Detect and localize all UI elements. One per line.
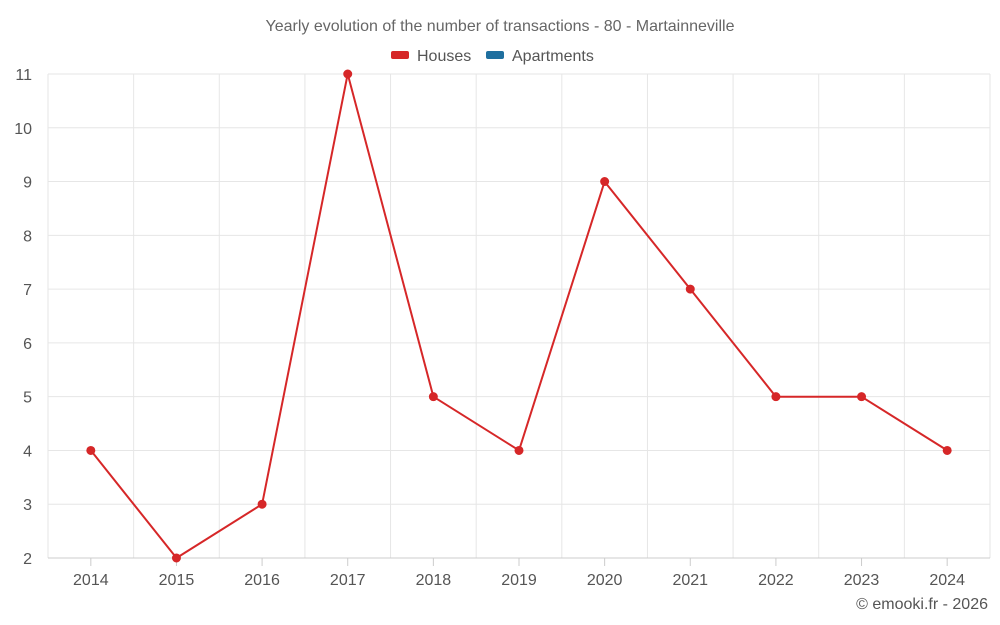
data-point-houses-2021[interactable] [685, 284, 695, 294]
data-point-houses-2015[interactable] [171, 553, 181, 563]
data-point-houses-2017[interactable] [343, 69, 353, 79]
legend: Houses Apartments [391, 48, 594, 65]
data-point-houses-2022[interactable] [771, 392, 781, 402]
y-tick-label: 8 [23, 228, 32, 245]
x-tick-label: 2023 [844, 572, 880, 589]
grid [47, 73, 991, 558]
y-tick-label: 3 [23, 497, 32, 514]
y-tick-label: 5 [23, 390, 32, 407]
data-point-houses-2024[interactable] [942, 445, 952, 455]
legend-item-houses[interactable]: Houses [391, 48, 471, 65]
legend-label-apartments: Apartments [512, 48, 594, 65]
x-tick-label: 2022 [758, 572, 794, 589]
y-tick-label: 11 [15, 67, 32, 84]
data-point-houses-2018[interactable] [428, 392, 438, 402]
series [86, 69, 952, 563]
legend-swatch-houses [391, 51, 409, 59]
x-tick-label: 2014 [73, 572, 109, 589]
x-tick-label: 2017 [330, 572, 366, 589]
x-tick-label: 2015 [159, 572, 195, 589]
x-tick-label: 2019 [501, 572, 537, 589]
y-tick-label: 10 [14, 121, 32, 138]
x-tick-label: 2021 [672, 572, 708, 589]
y-tick-label: 2 [23, 551, 32, 568]
legend-swatch-apartments [486, 51, 504, 59]
chart-title: Yearly evolution of the number of transa… [266, 18, 735, 35]
data-point-houses-2016[interactable] [257, 499, 267, 509]
y-tick-label: 9 [23, 175, 32, 192]
legend-item-apartments[interactable]: Apartments [486, 48, 594, 65]
y-tick-label: 4 [23, 443, 32, 460]
legend-label-houses: Houses [417, 48, 471, 65]
x-tick-label: 2018 [416, 572, 452, 589]
data-point-houses-2023[interactable] [857, 392, 867, 402]
x-tick-label: 2016 [244, 572, 280, 589]
x-tick-label: 2024 [929, 572, 965, 589]
data-point-houses-2019[interactable] [514, 445, 524, 455]
data-point-houses-2014[interactable] [86, 445, 96, 455]
y-tick-label: 7 [23, 282, 32, 299]
axes: 2 3 4 5 6 7 8 9 10 11 2014 2015 2016 2017 2018 2019 2020… [14, 67, 990, 589]
credit-text: © emooki.fr - 2026 [856, 596, 988, 613]
data-point-houses-2020[interactable] [600, 177, 610, 187]
y-tick-label: 6 [23, 336, 32, 353]
x-tick-label: 2020 [587, 572, 623, 589]
